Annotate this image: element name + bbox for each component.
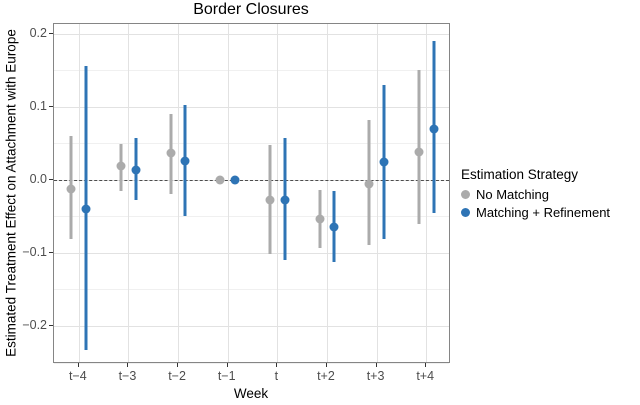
x-tick-mark [226,363,228,367]
y-tick-mark [49,324,53,326]
chart-title: Border Closures [193,1,309,18]
gridline-major [54,252,449,254]
point-estimate [180,156,190,166]
point-estimate [230,175,240,185]
gridline-vertical [178,24,180,362]
gridline-minor [54,216,449,218]
point-estimate [414,147,424,157]
point-estimate [215,175,225,185]
gridline-minor [54,143,449,145]
gridline-minor [54,70,449,72]
point-estimate [66,184,76,194]
point-estimate [329,222,339,232]
x-tick-label: t+2 [317,369,335,383]
legend-label: Matching + Refinement [476,205,611,220]
y-tick-label: −0.1 [22,244,47,259]
x-tick-label: t−3 [118,369,137,383]
point-estimate [364,179,374,189]
y-tick-mark [49,32,53,34]
x-tick-mark [177,363,179,367]
gridline-vertical [326,24,328,362]
gridline-major [54,33,449,35]
x-tick-label: t−1 [217,369,236,383]
point-estimate [265,195,275,205]
gridline-vertical [128,24,130,362]
x-tick-mark [77,363,79,367]
x-tick-label: t [274,369,279,383]
y-tick-mark [49,251,53,253]
y-tick-label: 0.0 [29,171,47,186]
legend-item-no-matching: No Matching [461,187,610,202]
legend-dot-blue-icon [461,208,470,217]
point-estimate [280,195,290,205]
x-axis-title: Week [233,386,269,401]
x-tick-mark [425,363,427,367]
legend-item-matching-refinement: Matching + Refinement [461,205,610,220]
point-estimate [379,157,389,167]
legend-title: Estimation Strategy [461,167,579,182]
x-tick-label: t−4 [68,369,87,383]
y-tick-mark [49,105,53,107]
y-axis-title: Estimated Treatment Effect on Attachment… [3,29,19,357]
y-tick-label: 0.2 [29,25,47,40]
gridline-vertical [277,24,279,362]
point-estimate [429,124,439,134]
x-tick-mark [375,363,377,367]
point-estimate [116,161,126,171]
legend: Estimation Strategy No Matching Matching… [461,167,610,223]
ci-bar [417,70,421,224]
y-tick-mark [49,178,53,180]
plot-panel [53,23,450,364]
gridline-vertical [376,24,378,362]
gridline-major [54,106,449,108]
y-tick-label: 0.1 [29,98,47,113]
x-tick-label: t−2 [168,369,186,383]
gridline-minor [54,289,449,291]
legend-label: No Matching [476,187,549,202]
gridline-vertical [426,24,428,362]
x-tick-mark [276,363,278,367]
zero-reference-line [54,179,449,181]
x-tick-label: t+4 [416,369,435,383]
gridline-vertical [227,24,229,362]
point-estimate [315,214,325,224]
y-tick-label: −0.2 [22,317,47,332]
point-estimate [131,165,141,174]
point-estimate [166,148,176,158]
legend-dot-gray-icon [461,190,470,199]
x-tick-label: t+3 [366,369,385,383]
x-tick-mark [325,363,327,367]
x-tick-mark [127,363,129,367]
gridline-major [54,325,449,327]
point-estimate [81,204,91,214]
gridline-minor [54,362,449,364]
gridline-vertical [78,24,80,362]
